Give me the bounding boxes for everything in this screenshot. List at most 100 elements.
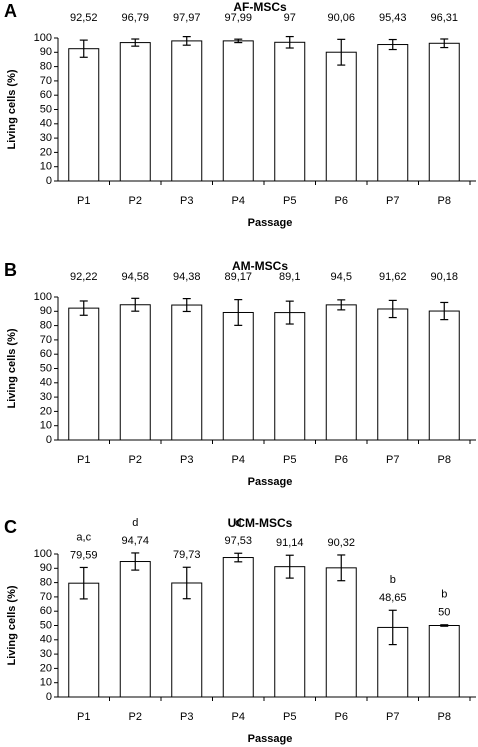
annotation: b <box>390 574 396 586</box>
bar <box>325 51 357 182</box>
bar <box>377 44 409 182</box>
bar <box>119 42 151 182</box>
x-tick-label: P6 <box>335 195 348 207</box>
x-tick-label: P1 <box>77 711 90 723</box>
x-tick-label: P2 <box>129 454 142 466</box>
y-tick-label: 40 <box>40 118 52 130</box>
y-tick-label: 30 <box>40 132 52 144</box>
value-label: 90,06 <box>327 12 355 24</box>
y-tick-label: 20 <box>40 146 52 158</box>
x-axis-label: Passage <box>248 217 293 229</box>
bar <box>325 567 357 698</box>
y-tick-label: 90 <box>40 46 52 58</box>
value-label: 79,59 <box>70 549 98 561</box>
bar <box>68 582 100 698</box>
x-tick-label: P5 <box>283 454 296 466</box>
y-tick-label: 40 <box>40 634 52 646</box>
value-label: 97,99 <box>224 12 252 24</box>
bar <box>222 311 254 441</box>
x-tick-label: P3 <box>180 195 193 207</box>
value-label: 92,52 <box>70 12 98 24</box>
x-tick-label: P2 <box>129 711 142 723</box>
value-label: 91,62 <box>379 271 407 283</box>
y-tick-label: 50 <box>40 103 52 115</box>
value-label: 90,32 <box>327 537 355 549</box>
value-label: 89,1 <box>279 271 300 283</box>
y-tick-label: 20 <box>40 405 52 417</box>
value-label: 94,74 <box>121 535 149 547</box>
y-tick-label: 10 <box>40 161 52 173</box>
y-tick-label: 30 <box>40 648 52 660</box>
x-tick-label: P7 <box>386 711 399 723</box>
x-tick-label: P8 <box>438 195 451 207</box>
x-tick-label: P4 <box>232 711 245 723</box>
value-label: 94,58 <box>121 271 149 283</box>
y-tick-label: 90 <box>40 305 52 317</box>
annotation: b <box>441 589 447 601</box>
chart-title: UCM-MSCs <box>228 516 293 530</box>
y-tick-label: 60 <box>40 348 52 360</box>
annotation: d <box>235 517 241 529</box>
bar <box>274 41 306 182</box>
y-tick-label: 90 <box>40 562 52 574</box>
x-tick-label: P8 <box>438 711 451 723</box>
y-tick-label: 50 <box>40 362 52 374</box>
x-tick-label: P7 <box>386 195 399 207</box>
value-label: 92,22 <box>70 271 98 283</box>
bar <box>68 48 100 182</box>
x-tick-label: P1 <box>77 195 90 207</box>
value-label: 91,14 <box>276 537 304 549</box>
y-axis-label: Living cells (%) <box>6 585 18 665</box>
annotation: a,c <box>76 531 91 543</box>
bar <box>171 40 203 182</box>
y-tick-label: 50 <box>40 619 52 631</box>
value-label: 94,38 <box>173 271 201 283</box>
x-axis-label: Passage <box>248 476 293 488</box>
x-tick-label: P3 <box>180 454 193 466</box>
value-label: 94,5 <box>331 271 352 283</box>
y-tick-label: 40 <box>40 377 52 389</box>
bar <box>222 557 254 698</box>
x-tick-label: P5 <box>283 711 296 723</box>
value-label: 95,43 <box>379 12 407 24</box>
panel-label: A <box>4 1 17 21</box>
x-tick-label: P6 <box>335 711 348 723</box>
x-tick-label: P8 <box>438 454 451 466</box>
value-label: 96,79 <box>121 12 149 24</box>
y-tick-label: 80 <box>40 577 52 589</box>
x-tick-label: P5 <box>283 195 296 207</box>
y-tick-label: 60 <box>40 89 52 101</box>
x-tick-label: P2 <box>129 195 142 207</box>
bar <box>68 307 100 441</box>
chart-title: AF-MSCs <box>233 0 287 14</box>
y-tick-label: 100 <box>34 548 52 560</box>
bar <box>171 582 203 698</box>
y-tick-label: 10 <box>40 677 52 689</box>
bar <box>171 304 203 441</box>
annotation: d <box>132 517 138 529</box>
y-tick-label: 10 <box>40 420 52 432</box>
y-tick-label: 20 <box>40 662 52 674</box>
bar <box>428 42 460 182</box>
bar <box>119 304 151 441</box>
bar <box>377 308 409 441</box>
panel-label: C <box>4 517 17 537</box>
x-tick-label: P6 <box>335 454 348 466</box>
y-tick-label: 60 <box>40 605 52 617</box>
value-label: 97 <box>284 12 296 24</box>
y-tick-label: 100 <box>34 32 52 44</box>
x-tick-label: P4 <box>232 454 245 466</box>
value-label: 97,97 <box>173 12 201 24</box>
value-label: 48,65 <box>379 592 407 604</box>
y-tick-label: 0 <box>46 175 52 187</box>
y-axis-label: Living cells (%) <box>6 69 18 149</box>
y-axis-label: Living cells (%) <box>6 328 18 408</box>
y-tick-label: 80 <box>40 320 52 332</box>
bar <box>274 566 306 698</box>
panel-label: B <box>4 260 17 280</box>
x-axis-label: Passage <box>248 733 293 745</box>
x-tick-label: P4 <box>232 195 245 207</box>
x-tick-label: P1 <box>77 454 90 466</box>
y-tick-label: 80 <box>40 61 52 73</box>
